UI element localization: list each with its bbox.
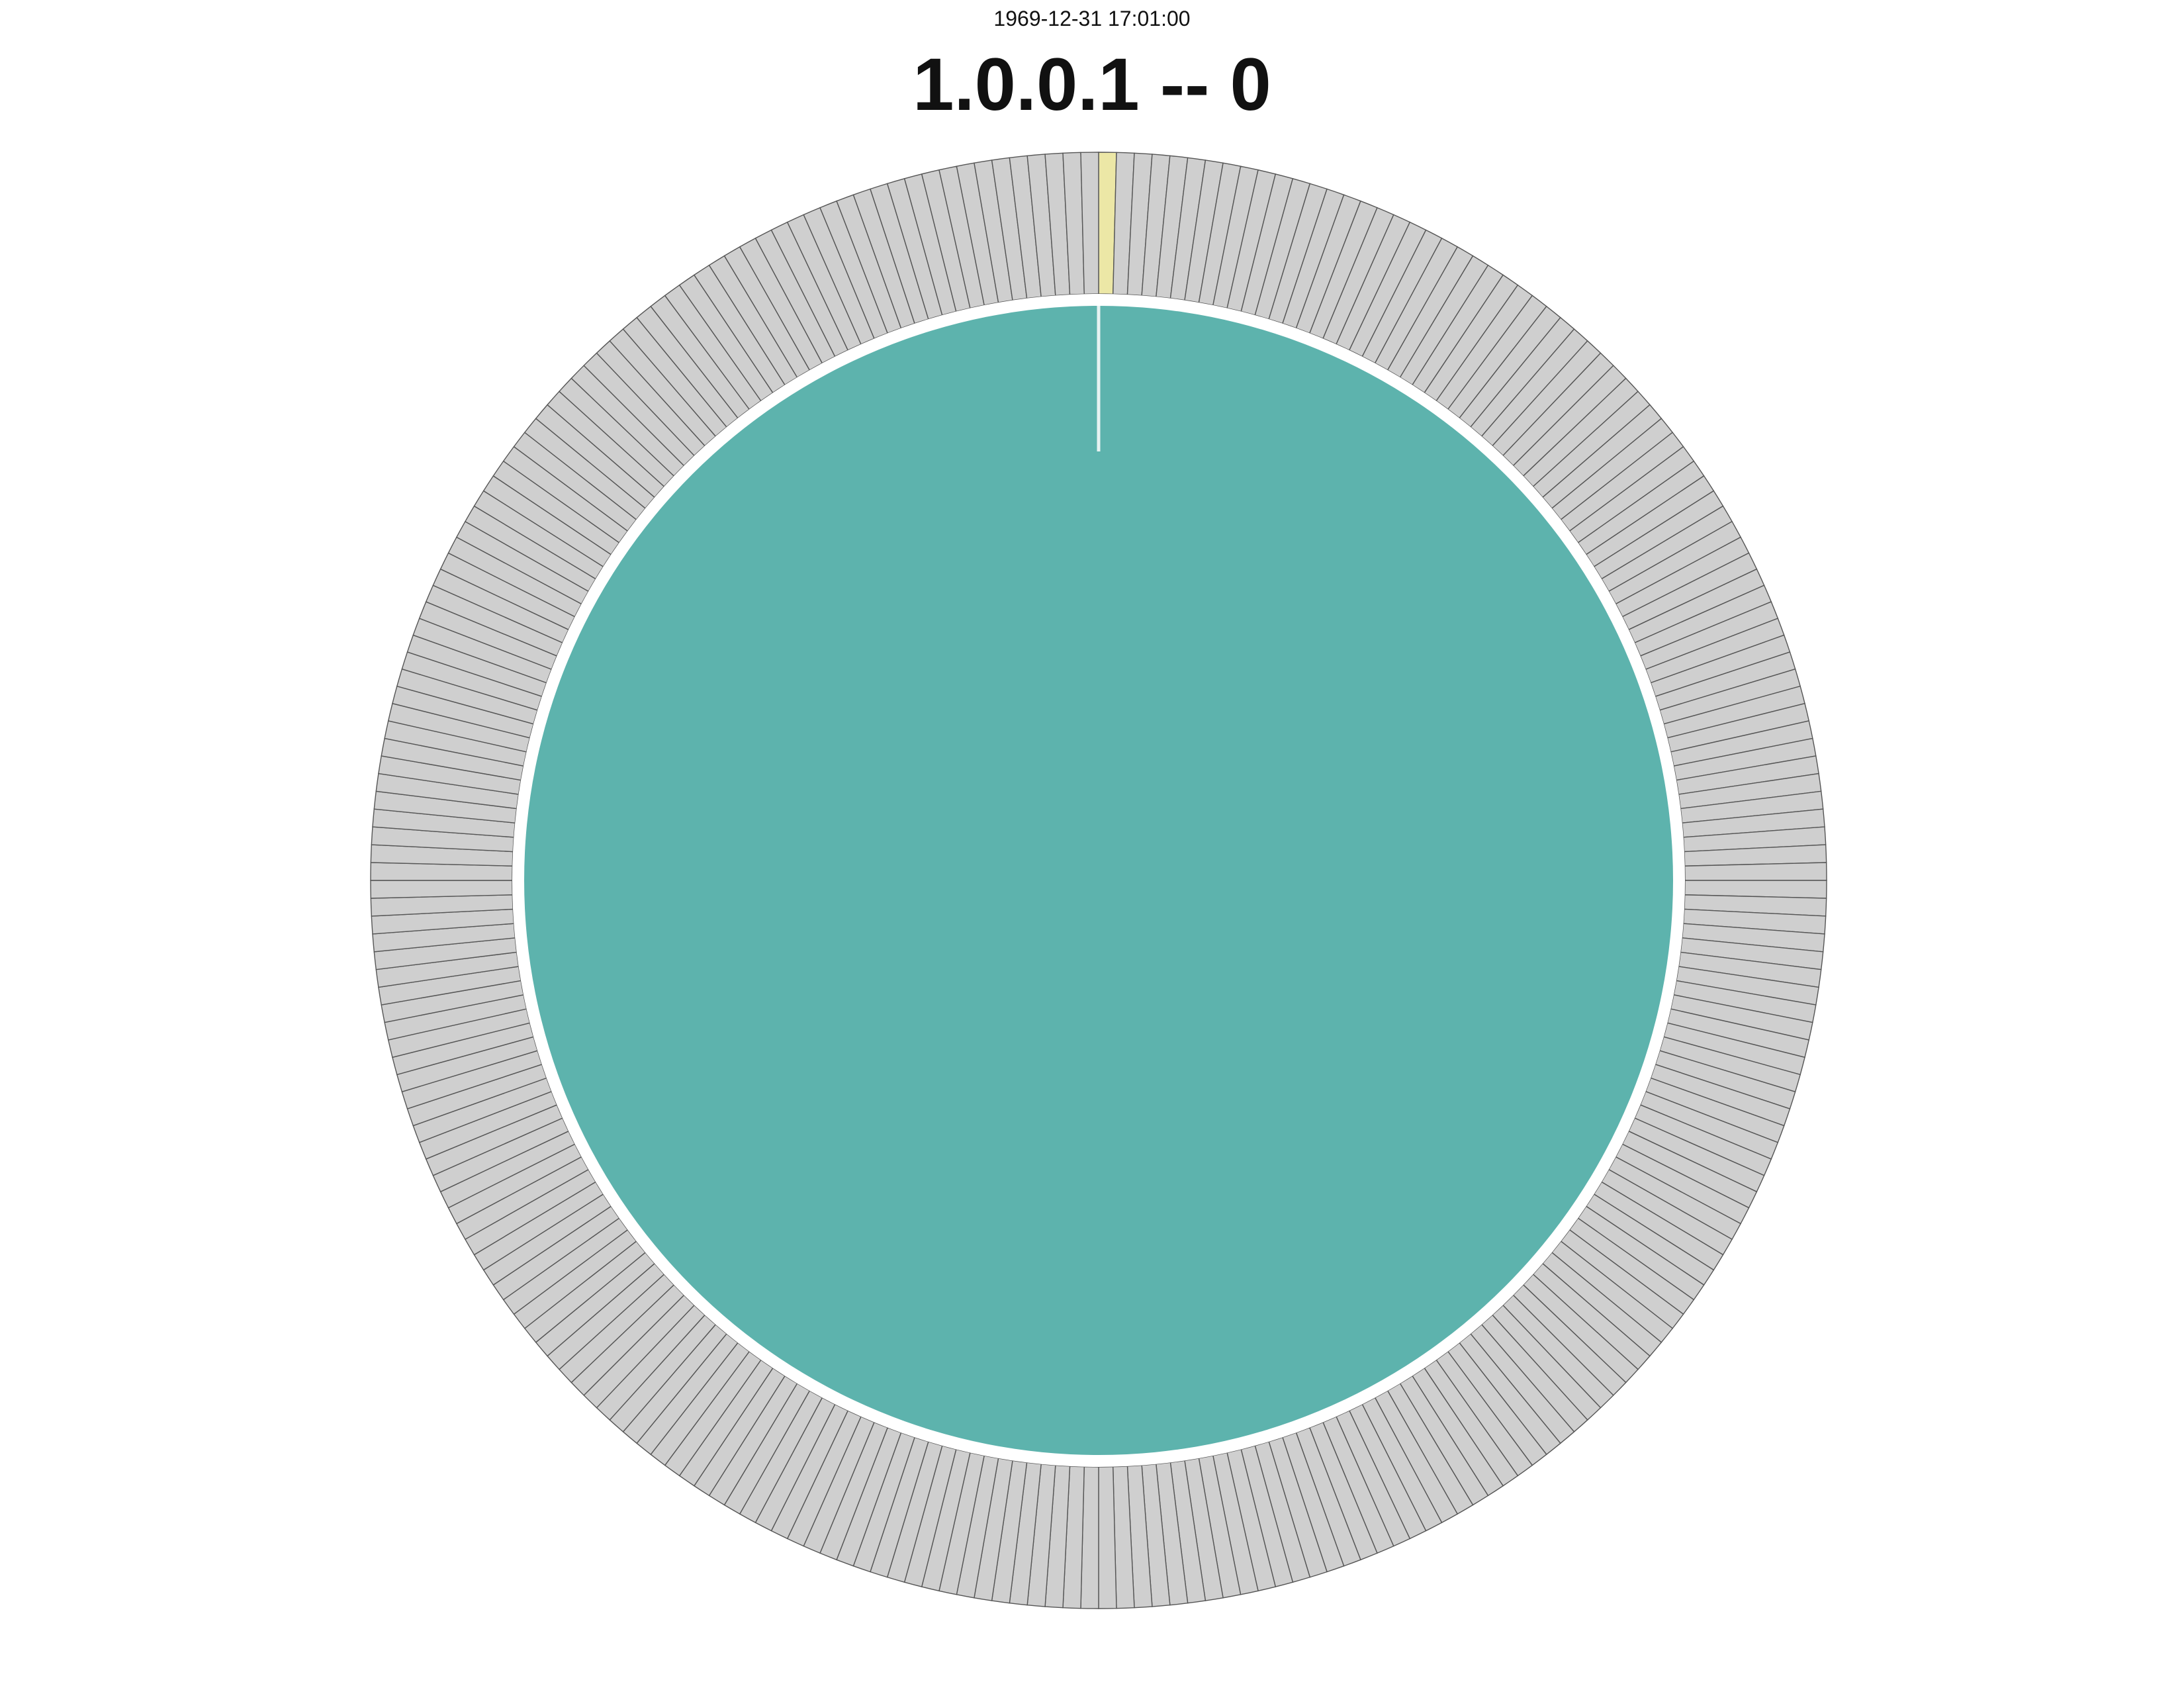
- chart-timestamp: 1969-12-31 17:01:00: [993, 7, 1191, 30]
- outer-ring-segment[interactable]: [1684, 862, 1827, 881]
- inner-ring-segment[interactable]: [524, 306, 1673, 1455]
- outer-ring: [370, 152, 1827, 1609]
- outer-ring-segment[interactable]: [1080, 152, 1099, 295]
- chart-title: 1.0.0.1 -- 0: [913, 43, 1271, 126]
- outer-ring-segment[interactable]: [370, 880, 513, 899]
- outer-ring-segment[interactable]: [1098, 1466, 1117, 1609]
